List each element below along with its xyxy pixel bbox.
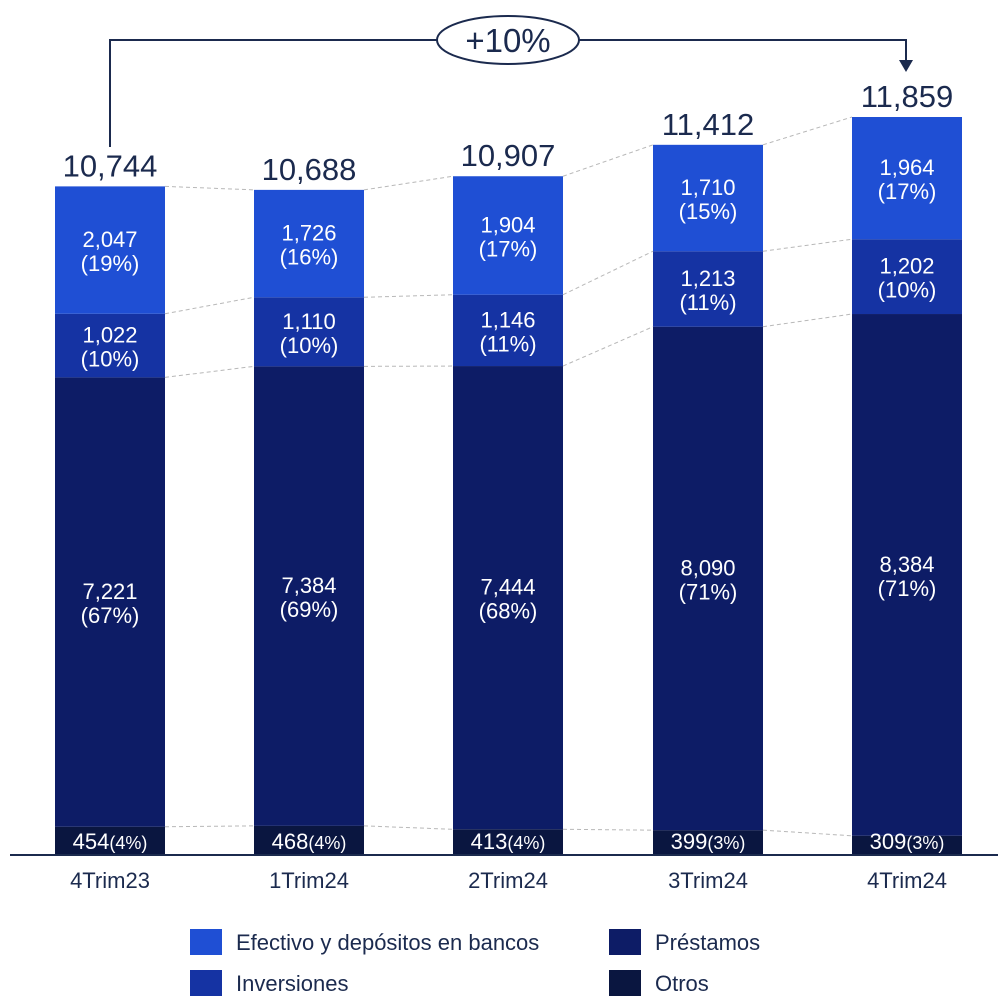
legend-label: Otros xyxy=(655,971,709,996)
segment-pct-label: (69%) xyxy=(280,597,339,622)
segment-value-label: 1,022 xyxy=(82,323,137,348)
segment-value-label: 1,202 xyxy=(879,254,934,279)
segment-label-otros: 468(4%) xyxy=(272,829,347,854)
connector-line xyxy=(762,313,853,328)
segment-pct-label: (10%) xyxy=(280,333,339,358)
connector-line xyxy=(164,185,255,191)
segment-pct-label: (68%) xyxy=(479,599,538,624)
segment-value-label: 1,213 xyxy=(680,266,735,291)
legend: Efectivo y depósitos en bancos Préstamos I… xyxy=(190,929,760,996)
segment-label-otros: 454(4%) xyxy=(73,829,148,854)
segment-pct-label: (11%) xyxy=(479,331,536,356)
connector-line xyxy=(762,829,853,837)
legend-label: Efectivo y depósitos en bancos xyxy=(236,930,539,955)
legend-swatch xyxy=(190,970,222,996)
bar-segment-pr-stamos-1trim24 xyxy=(254,366,364,826)
bar-segment-efectivo-y-dep-sitos-en-bancos-1trim24 xyxy=(254,189,364,298)
legend-label: Inversiones xyxy=(236,971,349,996)
bar-segment-pr-stamos-3trim24 xyxy=(653,326,763,831)
connector-line xyxy=(762,116,853,146)
bar-segment-otros-3trim24 xyxy=(653,830,763,855)
segment-value-label: 1,710 xyxy=(680,175,735,200)
bar-segment-otros-4trim23 xyxy=(55,826,165,855)
bar-segment-pr-stamos-4trim24 xyxy=(852,314,962,836)
total-label-2trim24: 10,907 xyxy=(461,138,556,173)
segment-value-label: 7,221 xyxy=(82,579,137,604)
x-tick-label-1trim24: 1Trim24 xyxy=(269,868,349,893)
bar-segment-efectivo-y-dep-sitos-en-bancos-4trim23 xyxy=(55,186,165,314)
segment-label-otros: 399(3%) xyxy=(671,829,746,854)
segment-value-label: 8,090 xyxy=(680,555,735,580)
connector-lines xyxy=(164,116,853,837)
connector-line xyxy=(562,326,654,367)
total-label-4trim23: 10,744 xyxy=(63,148,158,183)
bar-segment-efectivo-y-dep-sitos-en-bancos-2trim24 xyxy=(453,176,563,295)
connector-line xyxy=(562,250,654,296)
segment-value-label: 2,047 xyxy=(82,227,137,252)
segment-pct-label: (16%) xyxy=(280,245,339,270)
total-label-3trim24: 11,412 xyxy=(662,107,755,142)
bar-segment-efectivo-y-dep-sitos-en-bancos-3trim24 xyxy=(653,144,763,252)
segment-pct-label: (71%) xyxy=(679,579,738,604)
x-tick-label-4trim23: 4Trim23 xyxy=(70,868,150,893)
x-tick-label-3trim24: 3Trim24 xyxy=(668,868,748,893)
segment-value-label: 1,726 xyxy=(281,221,336,246)
bar-segment-inversiones-3trim24 xyxy=(653,251,763,327)
segment-value-label: 1,964 xyxy=(879,155,934,180)
growth-arrowhead xyxy=(899,60,913,72)
connector-line xyxy=(164,825,255,828)
segment-pct-label: (10%) xyxy=(81,347,140,372)
connector-line xyxy=(363,294,454,298)
total-labels: 10,744 10,688 10,907 11,412 11,859 xyxy=(63,79,954,187)
segment-pct-label: (17%) xyxy=(878,179,937,204)
legend-swatch xyxy=(190,929,222,955)
bar-segment-inversiones-4trim23 xyxy=(55,313,165,378)
segment-value-label: 7,384 xyxy=(281,573,336,598)
growth-label: +10% xyxy=(465,22,550,59)
bars xyxy=(55,117,962,855)
segment-labels: 454(4%)7,221(67%)1,022(10%)2,047(19%)468… xyxy=(73,155,945,854)
x-tick-label-2trim24: 2Trim24 xyxy=(468,868,548,893)
segment-pct-label: (19%) xyxy=(81,251,140,276)
total-label-1trim24: 10,688 xyxy=(262,152,357,187)
segment-pct-label: (10%) xyxy=(878,278,937,303)
x-tick-label-4trim24: 4Trim24 xyxy=(867,868,947,893)
bar-segment-inversiones-4trim24 xyxy=(852,239,962,315)
connector-line xyxy=(562,144,654,177)
segment-label-otros: 413(4%) xyxy=(471,829,546,854)
legend-swatch xyxy=(609,970,641,996)
connector-line xyxy=(762,238,853,252)
segment-value-label: 8,384 xyxy=(879,552,934,577)
bar-segment-efectivo-y-dep-sitos-en-bancos-4trim24 xyxy=(852,117,962,240)
x-tick-labels: 4Trim23 1Trim24 2Trim24 3Trim24 4Trim24 xyxy=(70,868,947,893)
legend-swatch xyxy=(609,929,641,955)
bar-segment-otros-1trim24 xyxy=(254,825,364,855)
segment-pct-label: (67%) xyxy=(81,603,140,628)
segment-value-label: 7,444 xyxy=(480,575,535,600)
connector-line xyxy=(363,825,454,830)
segment-value-label: 1,904 xyxy=(480,212,535,237)
segment-pct-label: (15%) xyxy=(679,199,738,224)
bar-segment-otros-2trim24 xyxy=(453,829,563,855)
connector-line xyxy=(562,828,654,831)
bar-segment-otros-4trim24 xyxy=(852,835,962,855)
total-label-4trim24: 11,859 xyxy=(861,79,954,114)
segment-value-label: 1,146 xyxy=(480,307,535,332)
connector-line xyxy=(164,365,255,378)
segment-pct-label: (11%) xyxy=(679,290,736,315)
segment-pct-label: (17%) xyxy=(479,236,538,261)
connector-line xyxy=(363,175,454,191)
segment-pct-label: (71%) xyxy=(878,576,937,601)
growth-annotation: +10% xyxy=(109,15,913,147)
bar-segment-inversiones-1trim24 xyxy=(254,297,364,367)
growth-badge xyxy=(436,15,580,65)
bar-segment-pr-stamos-2trim24 xyxy=(453,366,563,830)
bar-segment-pr-stamos-4trim23 xyxy=(55,377,165,827)
connector-line xyxy=(164,296,255,315)
bar-segment-inversiones-2trim24 xyxy=(453,294,563,367)
segment-label-otros: 309(3%) xyxy=(870,829,945,854)
legend-label: Préstamos xyxy=(655,930,760,955)
segment-value-label: 1,110 xyxy=(282,309,335,334)
